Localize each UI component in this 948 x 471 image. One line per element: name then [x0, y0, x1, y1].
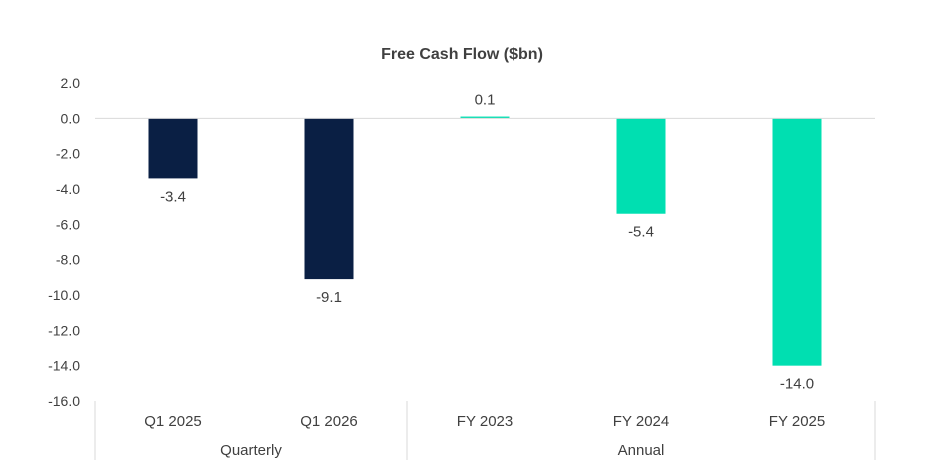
group-labels: Quarterly Annual	[220, 442, 664, 459]
y-tick-label: -6.0	[56, 216, 80, 232]
data-label: -14.0	[780, 376, 814, 393]
data-labels: -3.4 -9.1 0.1 -5.4 -14.0	[160, 92, 814, 393]
y-tick-label: -16.0	[48, 393, 80, 409]
bar-q1-2025	[148, 118, 198, 179]
y-tick-label: -12.0	[48, 322, 80, 338]
x-tick-label: Q1 2026	[300, 413, 358, 430]
bar-q1-2026	[304, 118, 354, 280]
y-tick-label: -14.0	[48, 358, 80, 374]
chart-title: Free Cash Flow ($bn)	[381, 46, 543, 63]
data-label: -3.4	[160, 188, 186, 205]
bar-fy-2023	[460, 116, 510, 119]
y-axis-ticks: 2.0 0.0 -2.0 -4.0 -6.0 -8.0 -10.0 -12.0 -14.0 -16…	[48, 75, 80, 409]
data-label: -5.4	[628, 224, 654, 241]
x-tick-label: FY 2024	[613, 413, 669, 430]
y-tick-label: -10.0	[48, 287, 80, 303]
x-tick-label: FY 2025	[769, 413, 825, 430]
group-label: Annual	[618, 442, 665, 459]
group-label: Quarterly	[220, 442, 282, 459]
y-tick-label: -8.0	[56, 252, 80, 268]
data-label: -9.1	[316, 289, 342, 306]
data-label: 0.1	[475, 92, 496, 109]
y-tick-label: 2.0	[61, 75, 81, 91]
bar-fy-2024	[616, 118, 666, 214]
bars	[148, 116, 822, 366]
y-tick-label: -4.0	[56, 181, 80, 197]
x-tick-label: Q1 2025	[144, 413, 202, 430]
x-axis: Q1 2025 Q1 2026 FY 2023 FY 2024 FY 2025	[94, 117, 876, 460]
x-tick-label: FY 2023	[457, 413, 513, 430]
y-tick-label: 0.0	[61, 110, 81, 126]
bar-fy-2025	[772, 118, 822, 366]
y-tick-label: -2.0	[56, 146, 80, 162]
